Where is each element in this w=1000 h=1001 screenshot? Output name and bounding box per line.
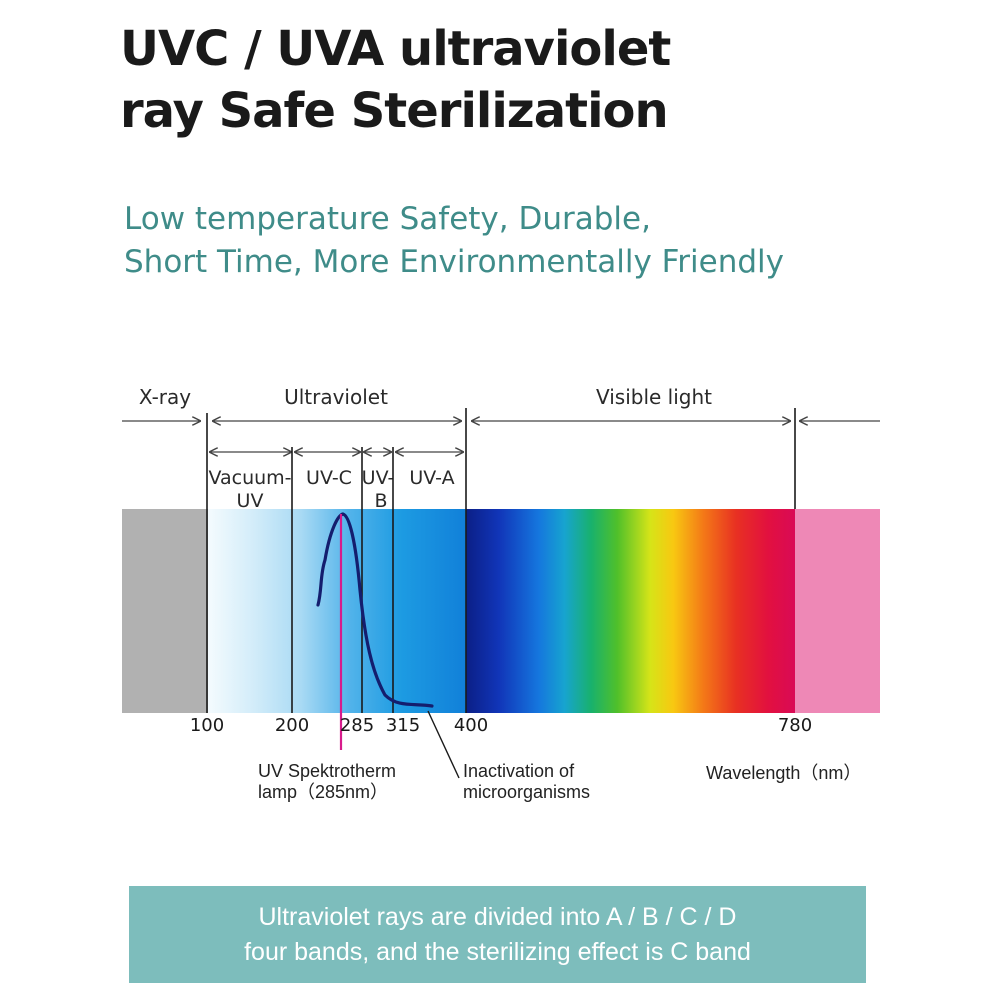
uvb-label-1: UV- xyxy=(362,467,395,489)
info-banner: Ultraviolet rays are divided into A / B … xyxy=(129,886,866,983)
subtitle-line-2: Short Time, More Environmentally Friendl… xyxy=(124,244,784,280)
visible-light-label: Visible light xyxy=(596,385,712,409)
title-line-1: UVC / UVA ultraviolet xyxy=(120,21,671,77)
tick-400: 400 xyxy=(454,715,488,736)
xray-label: X-ray xyxy=(139,385,191,409)
uvc-label: UV-C xyxy=(306,467,352,489)
page-title: UVC / UVA ultraviolet ray Safe Steriliza… xyxy=(120,18,960,142)
tick-285: 285 xyxy=(340,715,374,736)
xray-band xyxy=(122,509,208,713)
tick-315: 315 xyxy=(386,715,420,736)
ultraviolet-label: Ultraviolet xyxy=(284,385,388,409)
infrared-band xyxy=(795,509,880,713)
lamp-caption-1: UV Spektrotherm xyxy=(258,761,396,781)
inactivation-leader-line xyxy=(427,710,460,779)
ultraviolet-band xyxy=(208,509,466,713)
band-dividers xyxy=(206,408,796,713)
germicidal-effect-curve xyxy=(316,512,434,708)
subtitle-line-1: Low temperature Safety, Durable, xyxy=(124,201,651,237)
uva-label: UV-A xyxy=(409,467,454,489)
tick-200: 200 xyxy=(275,715,309,736)
wavelength-caption: Wavelength（nm） xyxy=(706,763,861,783)
vacuum-uv-label-1: Vacuum- xyxy=(208,467,291,489)
vacuum-uv-label-2: UV xyxy=(237,490,264,512)
page-subtitle: Low temperature Safety, Durable, Short T… xyxy=(124,198,964,284)
tick-100: 100 xyxy=(190,715,224,736)
title-line-2: ray Safe Sterilization xyxy=(120,83,669,139)
tick-780: 780 xyxy=(778,715,812,736)
banner-line-2: four bands, and the sterilizing effect i… xyxy=(244,938,751,966)
inactivation-caption-2: microorganisms xyxy=(463,782,590,802)
visible-band xyxy=(466,509,795,713)
uvb-label-2: B xyxy=(374,490,387,512)
lamp-caption-2: lamp（285nm） xyxy=(258,782,388,802)
inactivation-caption-1: Inactivation of xyxy=(463,761,575,781)
banner-text: Ultraviolet rays are divided into A / B … xyxy=(129,900,866,970)
banner-line-1: Ultraviolet rays are divided into A / B … xyxy=(258,903,737,931)
